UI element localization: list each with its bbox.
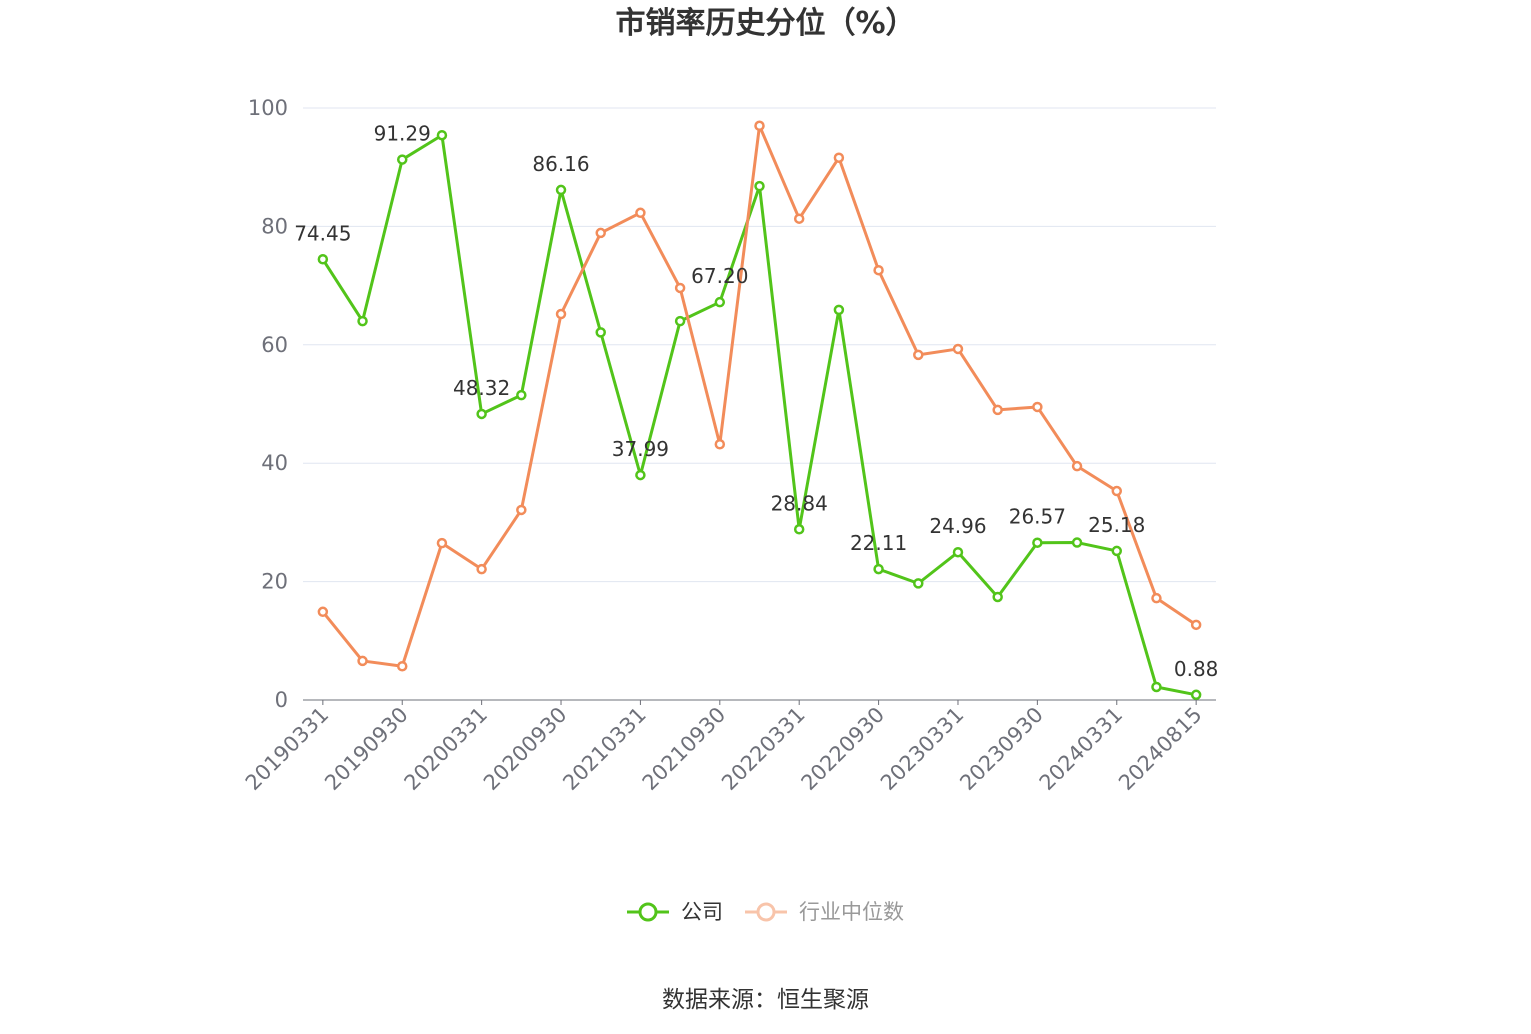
company-data-point — [436, 129, 448, 141]
industry-median-data-point — [913, 349, 924, 361]
y-tick-label: 80 — [261, 214, 288, 238]
company-data-point — [595, 327, 606, 338]
x-tick-label: 20230930 — [955, 703, 1048, 796]
company-data-point — [317, 254, 329, 265]
legend-label-company: 公司 — [681, 900, 723, 924]
industry-median-data-point — [952, 343, 964, 355]
company-data-label: 48.32 — [453, 376, 510, 400]
industry-median-data-point — [1032, 401, 1043, 413]
x-tick-label: 20210331 — [558, 703, 651, 796]
company-data-label: 74.45 — [294, 221, 351, 245]
industry-median-data-point — [1190, 619, 1202, 631]
x-tick-label: 20210930 — [638, 703, 731, 796]
company-data-label: 24.96 — [929, 514, 986, 538]
legend-line-marker-icon — [745, 902, 787, 922]
company-data-point — [357, 315, 368, 327]
industry-median-data-point — [1151, 592, 1162, 604]
industry-median-data-point — [992, 404, 1003, 416]
data-source-note: 数据来源：恒生聚源 — [662, 987, 869, 1013]
industry-median-data-point — [476, 563, 487, 575]
company-data-point — [516, 389, 527, 401]
legend: 公司 行业中位数 — [0, 896, 1531, 928]
company-data-label: 28.84 — [771, 491, 828, 515]
company-series-line — [321, 133, 1198, 697]
company-data-label: 67.20 — [691, 264, 748, 288]
company-data-point — [992, 591, 1003, 603]
company-data-label: 22.11 — [850, 531, 907, 555]
company-series — [317, 129, 1202, 701]
industry-median-data-point — [595, 227, 606, 239]
company-data-point — [1111, 545, 1123, 557]
company-data-label: 26.57 — [1009, 505, 1066, 529]
x-tick-label: 20220331 — [717, 703, 810, 796]
x-tick-label: 20240331 — [1035, 703, 1128, 796]
industry-median-data-point — [396, 661, 408, 672]
company-data-point — [1190, 689, 1202, 701]
company-data-point — [793, 524, 805, 535]
y-tick-label: 60 — [261, 333, 288, 357]
company-data-point — [714, 296, 726, 308]
company-data-label: 37.99 — [612, 437, 669, 461]
industry-median-data-point — [516, 504, 527, 516]
x-tick-label: 20220930 — [797, 703, 890, 796]
industry-median-data-point — [317, 606, 329, 618]
industry-median-data-point — [674, 282, 686, 294]
industry-median-data-point — [436, 537, 448, 549]
legend-label-industry-median: 行业中位数 — [799, 900, 904, 924]
industry-median-data-point — [873, 264, 884, 276]
chart-title: 市销率历史分位（%） — [615, 6, 916, 41]
legend-item-industry-median[interactable]: 行业中位数 — [745, 896, 904, 928]
industry-median-data-point — [793, 213, 805, 224]
y-tick-label: 100 — [248, 96, 288, 120]
company-data-point — [833, 304, 845, 316]
y-tick-label: 0 — [275, 688, 288, 712]
industry-median-data-point — [357, 655, 368, 667]
industry-median-data-point — [1111, 485, 1123, 497]
y-tick-label: 40 — [261, 451, 288, 475]
legend-icon-marker — [638, 902, 658, 922]
company-data-point — [913, 578, 924, 589]
company-data-label: 86.16 — [532, 152, 589, 176]
legend-line-marker-icon — [627, 902, 669, 922]
company-data-label: 25.18 — [1088, 513, 1145, 537]
company-data-point — [555, 184, 567, 196]
y-axis: 0 20 40 60 80 100 — [248, 96, 1216, 712]
company-data-label: 91.29 — [374, 122, 431, 146]
industry-median-data-point — [714, 439, 726, 450]
company-data-point — [476, 408, 487, 420]
industry-median-series — [317, 120, 1202, 672]
industry-median-data-point — [833, 152, 845, 163]
company-data-point — [1032, 537, 1043, 548]
x-tick-label: 20190930 — [320, 703, 413, 796]
company-data-point — [674, 315, 686, 327]
company-data-point — [1151, 681, 1162, 693]
legend-item-company[interactable]: 公司 — [627, 896, 723, 928]
company-data-point — [1071, 537, 1083, 548]
x-tick-label: 20230331 — [876, 703, 969, 796]
legend-icon-marker — [756, 902, 776, 922]
x-tick-label: 20200930 — [479, 703, 572, 796]
industry-median-data-point — [1071, 460, 1083, 472]
y-tick-label: 20 — [261, 570, 288, 594]
company-data-label: 0.88 — [1174, 657, 1219, 681]
x-tick-label: 20200331 — [400, 703, 493, 796]
company-data-labels: 74.45 91.29 48.32 86.16 37.99 67.20 28.84 22.11… — [294, 122, 1218, 681]
x-axis: 2019033120190930202003312020093020210331… — [241, 699, 1216, 796]
company-data-point — [754, 180, 765, 192]
industry-median-data-point — [754, 120, 765, 132]
x-tick-label: 20240815 — [1114, 703, 1207, 796]
industry-median-data-point — [555, 308, 567, 320]
company-data-point — [635, 469, 646, 481]
company-data-point — [952, 546, 964, 558]
company-data-point — [873, 563, 884, 575]
industry-median-data-point — [635, 207, 646, 219]
x-tick-label: 20190331 — [241, 703, 334, 796]
company-data-point — [396, 154, 408, 165]
